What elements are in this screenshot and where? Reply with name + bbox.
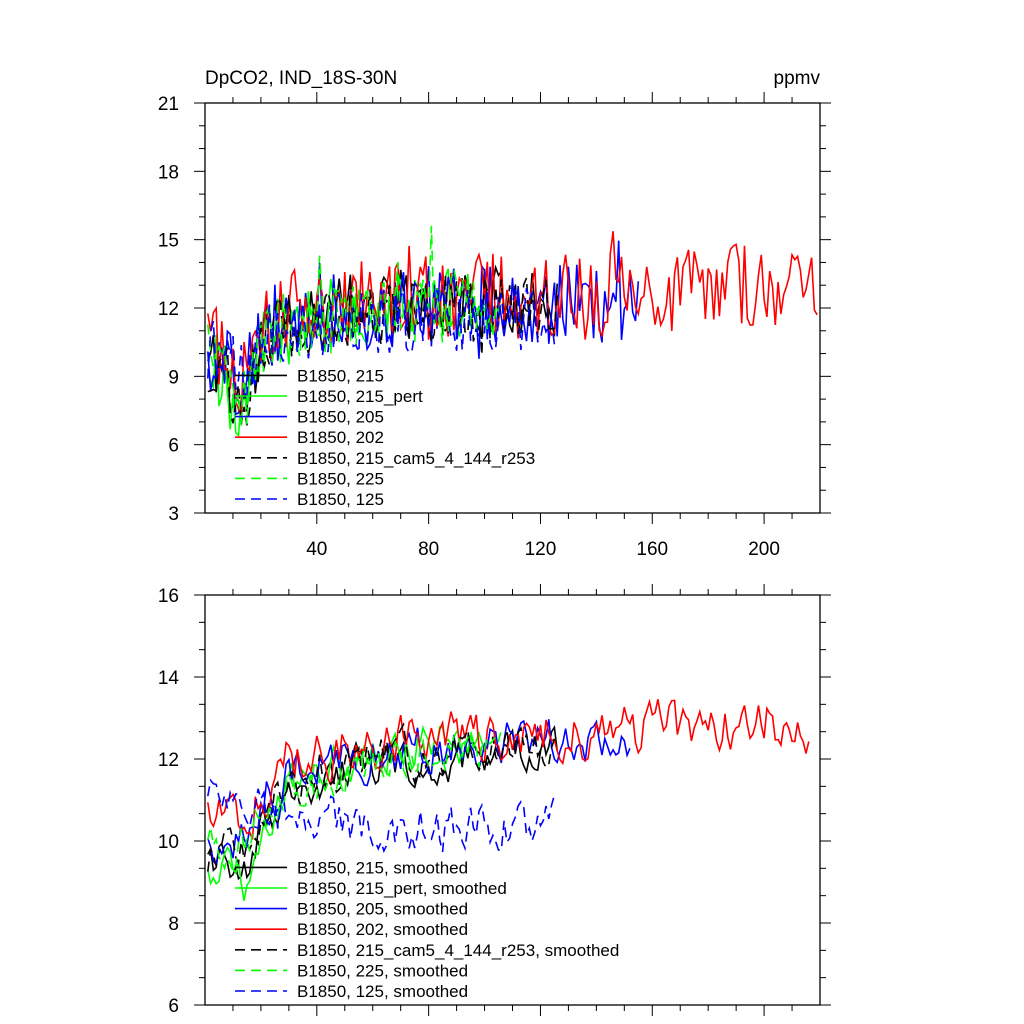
y-tick-label: 14 — [158, 668, 180, 689]
series-line-6 — [207, 225, 503, 428]
x-tick-label: 160 — [636, 539, 668, 560]
y-tick-label: 18 — [158, 162, 179, 183]
legend-label: B1850, 215_pert, smoothed — [297, 879, 507, 898]
legend-label: B1850, 225, smoothed — [297, 961, 468, 980]
series-group — [207, 698, 810, 901]
plot-panel-1: 40 80 120 160 200 3 6 9 12 15 18 21 DpCO2, IND_18S-3… — [158, 68, 831, 560]
legend-label: B1850, 205, smoothed — [297, 900, 468, 919]
series-line-7 — [207, 287, 556, 404]
series-line-4 — [207, 698, 810, 840]
x-tick-label: 120 — [525, 539, 557, 560]
y-tick-label: 9 — [168, 367, 179, 388]
series-line-5 — [207, 722, 558, 872]
y-tick-label: 12 — [158, 750, 179, 771]
legend: B1850, 215, smoothed B1850, 215_pert, smo… — [235, 858, 619, 1001]
y-tick-label: 6 — [168, 436, 179, 457]
x-tick-label: 200 — [748, 539, 780, 560]
y-tick-label: 12 — [158, 299, 179, 320]
y-tick-label: 6 — [168, 996, 179, 1017]
series-line-6 — [207, 728, 503, 874]
legend-label: B1850, 215, smoothed — [297, 858, 468, 877]
legend-label: B1850, 205 — [297, 408, 384, 427]
legend-label: B1850, 215_pert — [297, 387, 423, 406]
y-tick-label: 3 — [168, 504, 179, 525]
chart-title: DpCO2, IND_18S-30N — [205, 68, 397, 89]
legend-label: B1850, 125 — [297, 490, 384, 509]
legend-label: B1850, 215_cam5_4_144_r253 — [297, 449, 535, 468]
y-tick-label: 8 — [168, 914, 179, 935]
y-tick-label: 21 — [158, 94, 179, 115]
legend-label: B1850, 125, smoothed — [297, 982, 468, 1001]
legend-label: B1850, 202 — [297, 428, 384, 447]
y-tick-label: 16 — [158, 586, 179, 607]
y-tick-label: 10 — [158, 832, 179, 853]
x-tick-label: 40 — [306, 539, 327, 560]
x-tick-label: 80 — [418, 539, 439, 560]
legend-label: B1850, 202, smoothed — [297, 920, 468, 939]
y-tick-label: 15 — [158, 231, 179, 252]
series-line-7 — [207, 778, 556, 854]
legend-label: B1850, 215_cam5_4_144_r253, smoothed — [297, 941, 619, 960]
legend-label: B1850, 215 — [297, 366, 384, 385]
series-group — [207, 225, 818, 438]
legend-label: B1850, 225 — [297, 469, 384, 488]
chart-units: ppmv — [774, 68, 821, 89]
series-line-3 — [207, 240, 640, 416]
